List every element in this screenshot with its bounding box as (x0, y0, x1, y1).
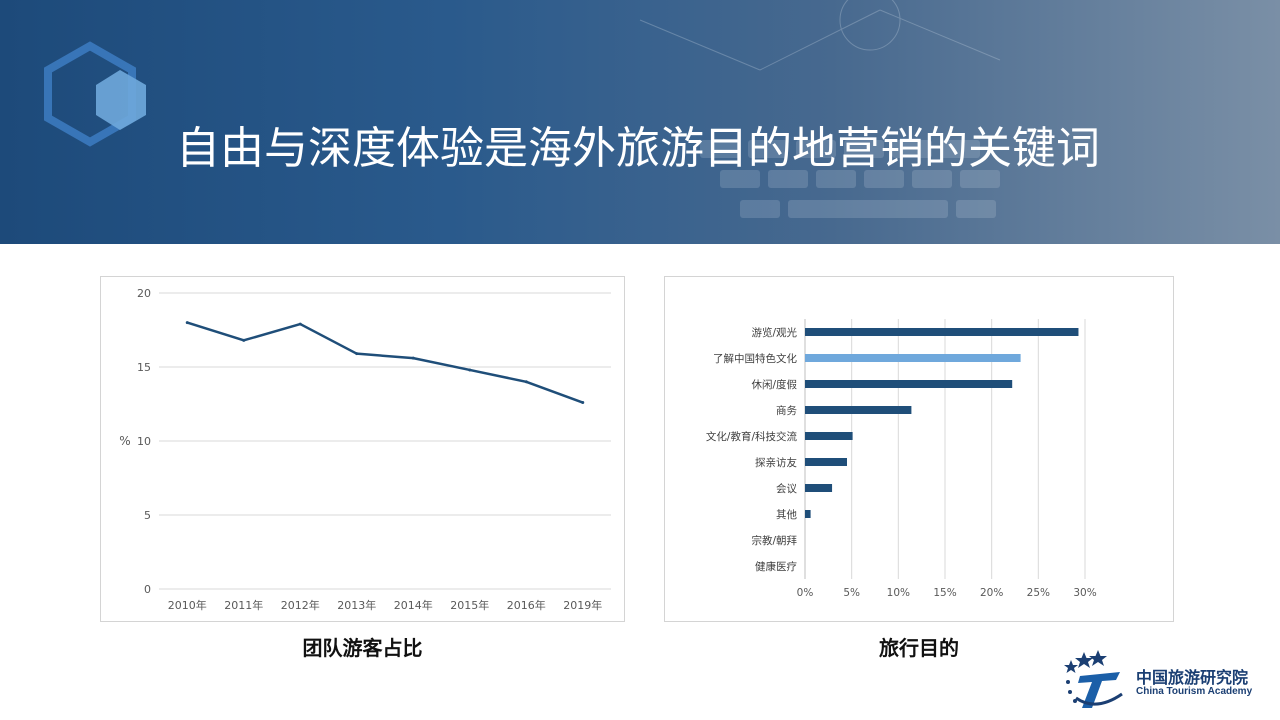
bar (805, 354, 1021, 362)
line-chart-svg: 0 5 10 15 20% 2010年 2011年 2012年 2013年 2014年 2015年 2… (119, 287, 611, 612)
x-tick-label: 2016年 (507, 598, 546, 612)
page-title: 自由与深度体验是海外旅游目的地营销的关键词 (176, 123, 1100, 174)
data-point (185, 321, 189, 325)
category-label: 健康医疗 (755, 560, 797, 573)
china-tourism-academy-logo: 中国旅游研究院 China Tourism Academy (1062, 650, 1272, 712)
y-axis-label: % (119, 434, 130, 448)
category-label: 其他 (776, 508, 797, 521)
data-point (355, 352, 359, 356)
y-tick-label: 15 (137, 361, 151, 374)
x-tick-label: 10% (887, 587, 910, 599)
bar (805, 458, 847, 466)
hexagon-outline-icon (44, 41, 136, 147)
category-label: 商务 (776, 404, 797, 417)
x-tick-label: 2013年 (337, 598, 376, 612)
data-point (298, 322, 302, 326)
x-tick-label: 5% (843, 587, 860, 599)
data-point (524, 380, 528, 384)
x-tick-label: 2015年 (450, 598, 489, 612)
x-tick-label: 0% (797, 587, 814, 599)
x-tick-label: 15% (933, 587, 956, 599)
bar (805, 380, 1013, 388)
y-tick-label: 10 (137, 435, 151, 448)
category-label: 休闲/度假 (751, 378, 797, 391)
travel-purpose-bar-chart: 0% 5% 10% 15% 20% 25% 30% 游览/观光了解中国特色文化休闲/度假商务文… (664, 276, 1174, 622)
group-tourist-line-chart: 0 5 10 15 20% 2010年 2011年 2012年 2013年 2014年 2015年 2… (100, 276, 625, 622)
logo-chinese-name: 中国旅游研究院 (1136, 668, 1249, 687)
category-label: 探亲访友 (755, 456, 797, 469)
x-tick-label: 2014年 (394, 598, 433, 612)
x-tick-label: 2011年 (224, 598, 263, 612)
y-tick-label: 20 (137, 287, 151, 300)
line-chart-caption: 团队游客占比 (302, 636, 423, 660)
x-tick-label: 30% (1073, 587, 1096, 599)
x-tick-label: 2019年 (563, 598, 602, 612)
data-point (242, 338, 246, 342)
bar (805, 406, 912, 414)
y-tick-label: 0 (144, 583, 151, 596)
y-tick-label: 5 (144, 509, 151, 522)
series-line (186, 321, 584, 404)
bar (805, 484, 833, 492)
data-point (411, 356, 415, 360)
logo-english-name: China Tourism Academy (1136, 686, 1253, 697)
x-tick-label: 2010年 (168, 598, 207, 612)
bar (805, 432, 853, 440)
category-label: 文化/教育/科技交流 (706, 430, 798, 443)
bar-chart-caption: 旅行目的 (879, 636, 959, 660)
network-lines (639, 0, 1001, 71)
hexagon-fill-icon (96, 70, 146, 130)
bar-chart-svg: 0% 5% 10% 15% 20% 25% 30% 游览/观光了解中国特色文化休闲/度假商务文… (706, 319, 1097, 599)
data-point (468, 368, 472, 372)
category-label: 会议 (776, 482, 797, 495)
header-banner: 自由与深度体验是海外旅游目的地营销的关键词 (0, 0, 1280, 244)
bar (805, 328, 1079, 336)
x-tick-label: 20% (980, 587, 1003, 599)
banner-decoration (44, 0, 1001, 218)
keyboard-silhouette (700, 140, 1000, 218)
category-label: 游览/观光 (751, 326, 797, 339)
x-tick-label: 2012年 (281, 598, 320, 612)
data-point (581, 401, 585, 405)
category-label: 宗教/朝拜 (751, 534, 797, 547)
logo-emblem-icon (1064, 650, 1123, 708)
bar (805, 510, 811, 518)
category-label: 了解中国特色文化 (713, 352, 797, 365)
x-tick-label: 25% (1027, 587, 1050, 599)
